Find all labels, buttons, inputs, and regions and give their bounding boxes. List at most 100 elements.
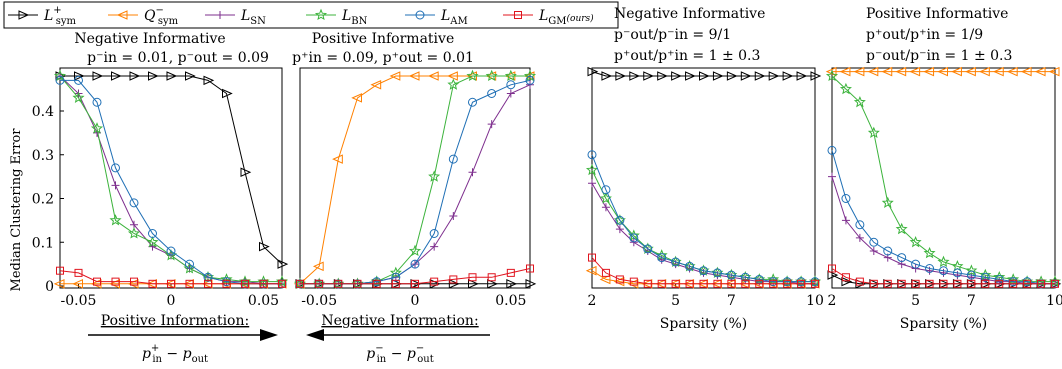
data-point xyxy=(1037,279,1046,288)
panel-2: -0.05 0 0.05 xyxy=(293,67,537,309)
panel-titles: Negative Informative p⁻in = 0.01, p⁻out … xyxy=(74,6,1012,66)
data-point xyxy=(869,237,879,247)
data-point xyxy=(525,75,535,85)
data-point xyxy=(657,71,668,81)
data-point xyxy=(240,167,252,178)
legend-label: LAM xyxy=(440,8,468,27)
data-point xyxy=(827,270,839,280)
data-point xyxy=(699,71,710,81)
data-point xyxy=(768,71,780,81)
legend-marker xyxy=(314,8,328,21)
data-point xyxy=(109,214,122,226)
panel3-title-line3: p⁺out/p⁺in = 1 ± 0.3 xyxy=(614,48,760,64)
data-point xyxy=(506,279,518,289)
data-point xyxy=(629,71,641,81)
data-point xyxy=(222,88,233,99)
data-point xyxy=(93,277,101,286)
data-point xyxy=(468,97,477,107)
data-point xyxy=(967,279,976,288)
positive-information-formula: p+ in − pout xyxy=(142,343,208,365)
legend-label: LBN xyxy=(341,8,368,27)
x-tick-label: 10 xyxy=(1046,293,1062,309)
data-point xyxy=(111,277,120,286)
series-line xyxy=(591,257,815,285)
data-point xyxy=(911,259,921,269)
data-point xyxy=(827,145,837,155)
data-point xyxy=(389,71,401,81)
data-point xyxy=(587,150,597,160)
data-point xyxy=(130,277,138,286)
legend-entry: LGM(ours) xyxy=(503,8,594,27)
data-point xyxy=(111,163,120,173)
data-point xyxy=(585,265,597,276)
data-point xyxy=(523,69,537,82)
legend-entry: L+ sym xyxy=(8,5,76,27)
data-point xyxy=(755,279,764,288)
data-point xyxy=(1034,66,1046,77)
data-point xyxy=(1051,279,1059,288)
y-tick-label: 0 xyxy=(45,279,54,295)
data-point xyxy=(468,279,479,289)
data-point xyxy=(296,279,304,288)
data-point xyxy=(166,246,176,256)
legend-label: L+ sym xyxy=(43,5,76,27)
x-tick-label: -0.05 xyxy=(301,293,337,309)
x-tick-label: 2 xyxy=(828,293,837,309)
data-point xyxy=(90,122,104,134)
data-point xyxy=(111,71,122,81)
data-point xyxy=(468,273,477,282)
data-point xyxy=(937,255,950,268)
data-point xyxy=(685,279,694,288)
data-point xyxy=(895,66,907,77)
data-point xyxy=(1006,66,1018,77)
data-point xyxy=(909,236,922,248)
data-point xyxy=(203,272,213,282)
data-point xyxy=(448,154,458,164)
data-point xyxy=(487,273,496,282)
y-tick-label: 0.1 xyxy=(32,235,54,251)
data-point xyxy=(53,69,67,82)
data-point xyxy=(487,120,496,129)
data-point xyxy=(166,71,178,81)
series-line xyxy=(831,150,1055,285)
legend-entry: Q− sym xyxy=(108,5,179,27)
negative-information-annotation: Negative Information: p− in − p− out xyxy=(306,313,490,365)
data-point xyxy=(841,216,850,225)
data-point xyxy=(332,154,343,164)
data-point xyxy=(855,220,865,230)
x-tick-label: 5 xyxy=(671,293,680,309)
data-point xyxy=(449,212,458,220)
data-point xyxy=(1020,66,1032,77)
plot-frame xyxy=(591,67,816,289)
data-point xyxy=(241,279,249,288)
data-point xyxy=(853,96,866,108)
x-tick-label: 7 xyxy=(727,293,736,309)
data-point xyxy=(111,181,120,190)
data-point xyxy=(506,80,516,90)
data-point xyxy=(657,279,666,288)
data-point xyxy=(769,279,778,288)
data-point xyxy=(979,66,990,77)
data-point xyxy=(526,264,534,273)
data-point xyxy=(146,236,159,248)
series-LGM(ours) xyxy=(828,264,1059,288)
data-point xyxy=(966,270,976,280)
data-point xyxy=(601,268,610,277)
plot-panels: -0.05 0 0.05 0 0.1 0.2 0.3 0.4 -0.05 0 0.05 2 5 7 10 Sp… xyxy=(32,66,1062,332)
data-point xyxy=(965,264,978,276)
y-tick-label: 0.3 xyxy=(32,148,54,164)
data-point xyxy=(883,246,893,256)
panel4-title-line3: p⁻out/p⁻in = 1 ± 0.3 xyxy=(866,48,1012,64)
legend-marker xyxy=(18,10,30,20)
data-point xyxy=(601,203,610,212)
data-point xyxy=(525,279,537,289)
data-point xyxy=(129,71,141,81)
data-point xyxy=(782,71,794,81)
data-point xyxy=(855,277,864,286)
legend-label: Q− sym xyxy=(144,5,179,27)
data-point xyxy=(259,241,270,252)
series-Qsym- xyxy=(825,66,1060,77)
series-LGM(ours) xyxy=(296,264,534,288)
data-point xyxy=(468,168,477,177)
data-point xyxy=(740,272,750,282)
